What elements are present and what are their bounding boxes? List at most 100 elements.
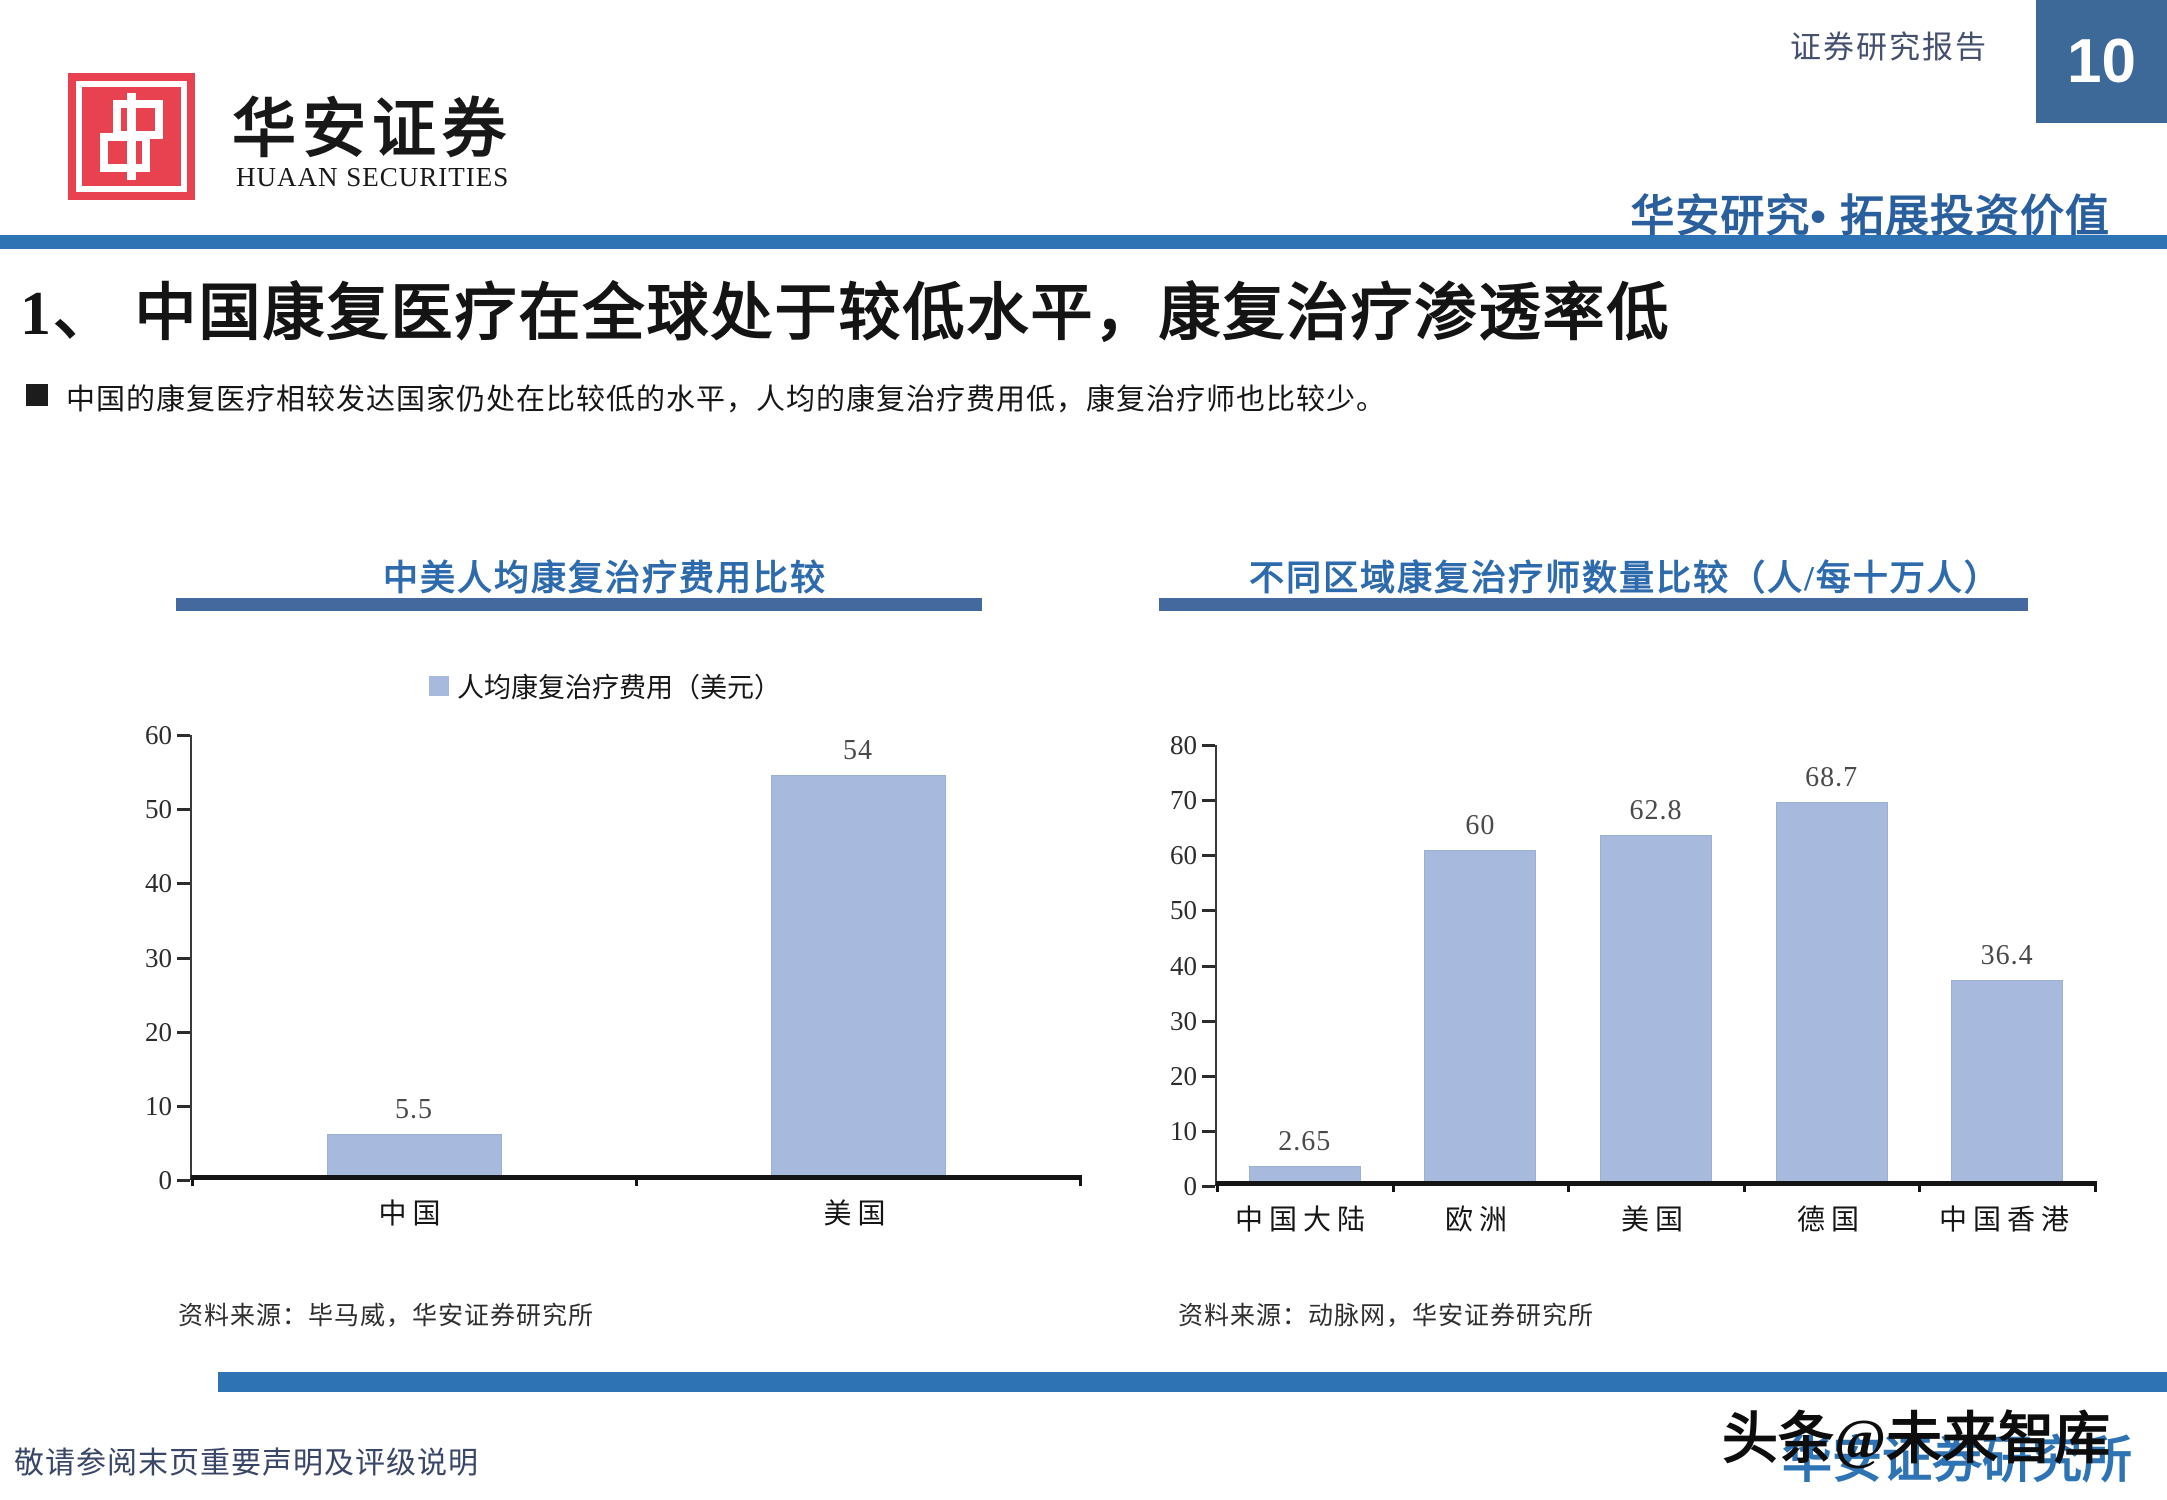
chart-legend: 人均康复治疗费用（美元） [130,666,1080,705]
y-axis: 80 70 60 50 40 30 20 10 0 [1155,731,1215,1200]
y-tick [177,1030,190,1034]
category-label: 美国 [1620,1205,1689,1236]
bar-slot: 54 [636,735,1080,1175]
footer-disclaimer: 敬请参阅末页重要声明及评级说明 [14,1447,479,1480]
chart-title-underline [176,598,982,611]
bar [770,775,946,1175]
y-axis: 60 50 40 30 20 10 0 [130,721,190,1194]
chart-title: 不同区域康复治疗师数量比较（人/每十万人） [1249,559,2001,598]
y-tick-label: 50 [1170,895,1197,926]
y-tick-label: 60 [145,720,172,750]
slogan: 华安研究• 拓展投资价值 [1630,192,2110,241]
x-tick [1079,1175,1082,1186]
bar-chart: 60 50 40 30 20 10 0 5.5 54 中国 美国 [130,721,1082,1232]
y-tick-label: 20 [145,1016,172,1047]
legend-swatch-icon [429,675,449,696]
source-note: 资料来源：动脉网，华安证券研究所 [1178,1303,1595,1330]
bar-slot: 5.5 [192,735,636,1175]
source-note: 资料来源：毕马威，华安证券研究所 [178,1303,595,1330]
x-tick [1391,1181,1395,1192]
y-tick [177,882,190,886]
category-label: 中国大陆 [1234,1205,1371,1236]
y-tick [177,1104,190,1108]
bar [1248,1166,1361,1181]
bar-slot: 36.4 [1919,745,2095,1181]
y-tick-label: 10 [1170,1115,1197,1146]
plot-area: 2.65 60 62.8 68.7 36.4 [1215,745,2097,1192]
y-tick-label: 30 [1170,1005,1197,1036]
y-tick-label: 20 [1170,1060,1197,1091]
bar-chart: 80 70 60 50 40 30 20 10 0 2.65 60 62.8 68.7 36.4 中国大陆 欧… [1155,731,2097,1238]
bar [1424,850,1537,1181]
y-tick [1202,744,1215,747]
y-tick [177,1179,190,1182]
footer-brand: 华安证券研究所 [1782,1432,2132,1488]
y-tick-label: 40 [1170,950,1197,981]
page-number: 10 [2067,27,2136,96]
bar-value-label: 5.5 [395,1094,433,1125]
report-type-label: 证券研究报告 [1790,30,1988,65]
y-tick [1202,1019,1215,1023]
y-tick-label: 70 [1170,785,1197,816]
huaan-logo-icon [68,73,195,200]
bar-value-label: 2.65 [1278,1126,1332,1157]
bar-value-label: 68.7 [1805,762,1859,793]
y-tick [1202,854,1215,858]
category-label: 中国 [378,1199,447,1230]
bar [1775,802,1888,1181]
x-tick [1742,1181,1746,1192]
legend-label: 人均康复治疗费用（美元） [457,673,781,703]
y-tick [1202,964,1215,968]
category-label: 欧洲 [1444,1205,1513,1236]
logo-en-text: HUAAN SECURITIES [236,162,510,192]
y-tick-label: 60 [1170,840,1197,871]
x-tick [1918,1181,1922,1192]
bar-value-label: 36.4 [1980,940,2034,971]
bar-slot: 68.7 [1744,745,1920,1181]
y-tick [177,956,190,960]
bar-slot: 60 [1393,745,1569,1181]
bar [1951,980,2064,1181]
y-tick [177,734,190,737]
category-label: 中国香港 [1938,1205,2075,1236]
y-tick-label: 0 [158,1165,173,1195]
x-tick [1216,1181,1219,1192]
plot-area: 5.5 54 [190,735,1082,1186]
category-label: 德国 [1796,1205,1865,1236]
y-tick-label: 30 [145,942,172,973]
category-label: 美国 [823,1199,892,1230]
y-tick-label: 80 [1170,730,1197,760]
y-tick-label: 10 [145,1090,172,1121]
page-title: 1、 中国康复医疗在全球处于较低水平，康复治疗渗透率低 [20,280,1671,348]
bar [326,1134,502,1175]
y-tick-label: 50 [145,794,172,825]
y-tick [1202,1129,1215,1133]
x-tick [2094,1181,2097,1192]
bar-slot: 62.8 [1568,745,1744,1181]
bar-slot: 2.65 [1217,745,1393,1181]
logo-cn-text: 华安证券 [232,94,512,165]
footer-bar [218,1372,2167,1392]
bar-value-label: 60 [1465,810,1496,841]
x-tick [191,1175,194,1186]
bullet-text: 中国的康复医疗相较发达国家仍处在比较低的水平，人均的康复治疗费用低，康复治疗师也… [66,384,1387,416]
page-number-box: 10 [2036,0,2167,123]
y-tick [1202,1074,1215,1078]
y-tick [1202,909,1215,913]
figure-therapist-comparison: 不同区域康复治疗师数量比较（人/每十万人） 80 70 60 50 40 30 20 10 0 2… [1155,548,2097,1368]
y-tick [1202,799,1215,803]
chart-title-underline [1159,598,2028,611]
header-divider [0,235,2167,249]
y-tick-label: 0 [1183,1171,1198,1201]
y-tick-label: 40 [145,868,172,899]
y-tick [1202,1185,1215,1188]
y-tick [177,808,190,812]
bullet-square-icon [26,384,48,406]
chart-title: 中美人均康复治疗费用比较 [382,559,827,598]
bar-value-label: 54 [843,735,873,766]
figure-cost-comparison: 中美人均康复治疗费用比较 人均康复治疗费用（美元） 60 50 40 30 20 10 0 5… [130,548,1082,1368]
watermark-text: 头条@未来智库 [1722,1409,2111,1471]
bar-value-label: 62.8 [1629,795,1683,826]
bar [1599,835,1712,1181]
